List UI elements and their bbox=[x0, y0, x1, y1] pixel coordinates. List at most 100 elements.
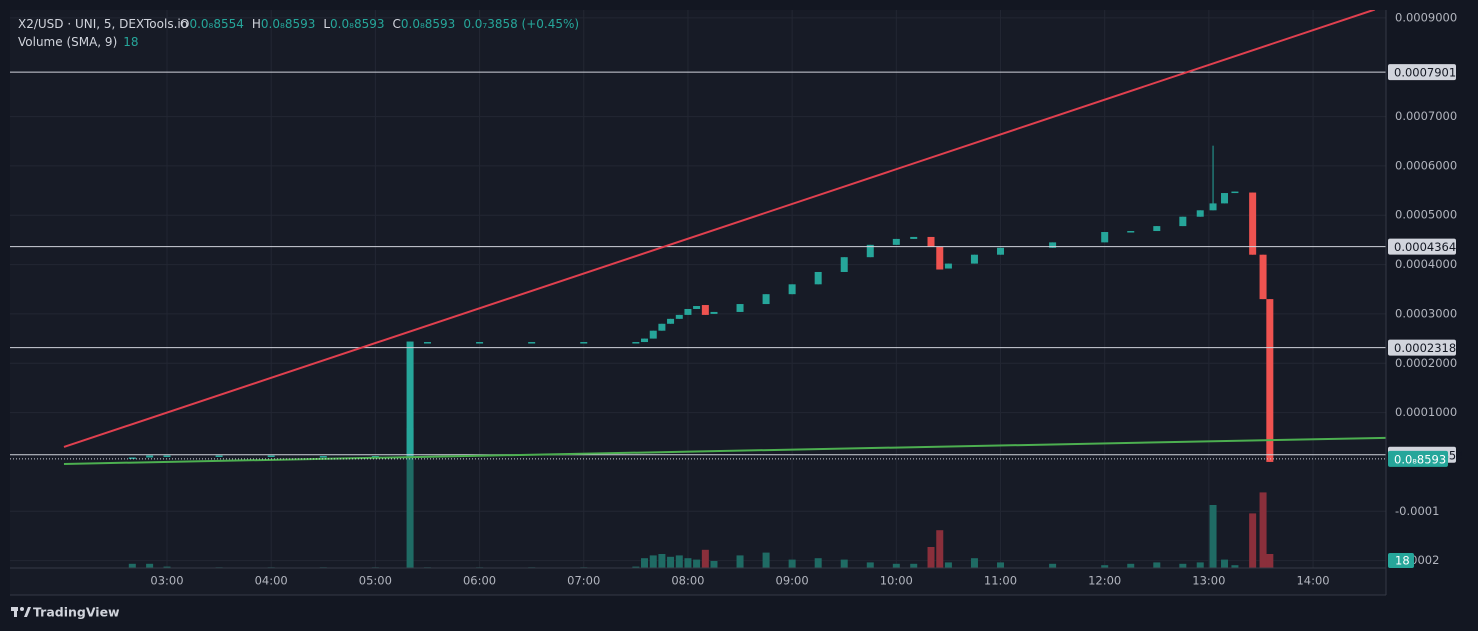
candle-body bbox=[580, 342, 588, 344]
candle-body bbox=[866, 244, 874, 258]
candle-body bbox=[936, 246, 944, 270]
volume-bar bbox=[667, 556, 675, 568]
candle-body bbox=[640, 338, 648, 343]
y-tick-label: 0.0005000 bbox=[1395, 208, 1457, 222]
candle-body bbox=[840, 257, 848, 272]
candle-body bbox=[1127, 231, 1135, 233]
volume-bar bbox=[128, 563, 136, 568]
volume-bar bbox=[146, 563, 154, 568]
candle-body bbox=[736, 304, 744, 312]
volume-bar bbox=[163, 566, 171, 568]
candle-body bbox=[319, 456, 327, 458]
volume-bar bbox=[736, 555, 744, 568]
candle-body bbox=[814, 271, 822, 285]
volume-bar bbox=[788, 559, 796, 568]
volume-bar bbox=[997, 562, 1005, 568]
volume-bar bbox=[693, 559, 701, 568]
candle-body bbox=[944, 263, 952, 269]
volume-legend: Volume (SMA, 9) 18 bbox=[18, 35, 139, 49]
volume-bar bbox=[1049, 563, 1057, 568]
volume-bar bbox=[1231, 565, 1239, 568]
candle-body bbox=[1221, 193, 1229, 204]
axes: 0.0009000 0.0007000 0.0006000 0.0005000 0.00… bbox=[150, 10, 1463, 587]
volume-bar bbox=[866, 562, 874, 568]
x-tick-label: 13:00 bbox=[1192, 574, 1225, 588]
candle-body bbox=[406, 341, 414, 457]
ohlc-value: 0.0₈8593 bbox=[261, 17, 315, 31]
candle-body bbox=[693, 306, 701, 309]
volume-bar bbox=[658, 554, 666, 568]
x-tick-label: 11:00 bbox=[984, 574, 1017, 588]
candle-body bbox=[675, 314, 683, 319]
y-tick-label: 0.0003000 bbox=[1395, 306, 1457, 320]
candle-body bbox=[667, 318, 675, 324]
volume-bar bbox=[814, 558, 822, 568]
volume-bar bbox=[710, 561, 718, 568]
candle-body bbox=[632, 342, 640, 344]
y-tick-label: 0.0009000 bbox=[1395, 10, 1457, 24]
volume-bar bbox=[762, 552, 770, 568]
candle-body bbox=[1101, 232, 1109, 243]
candle-body bbox=[970, 254, 978, 264]
y-tick-label: 0.0001000 bbox=[1395, 405, 1457, 419]
volume-bar bbox=[675, 555, 683, 568]
chart-panel bbox=[10, 10, 1386, 595]
ohlc-key: C bbox=[392, 17, 400, 31]
price-level-badge bbox=[1388, 339, 1456, 356]
candle-body bbox=[710, 311, 718, 314]
volume-bar bbox=[840, 559, 848, 568]
change: 0.0₇3858 (+0.45%) bbox=[463, 17, 579, 31]
volume-bar bbox=[632, 566, 640, 568]
last-price-badge bbox=[1388, 450, 1448, 467]
last-price-label: 0.0₈8593 bbox=[1394, 452, 1446, 466]
candle-body bbox=[528, 342, 536, 344]
y-tick-label: 0.0004000 bbox=[1395, 257, 1457, 271]
candle-body bbox=[476, 342, 484, 344]
price-level-badge bbox=[1388, 238, 1456, 255]
volume-bar bbox=[1196, 562, 1204, 568]
y-tick-label: 0.0002000 bbox=[1395, 356, 1457, 370]
y-tick-label: -0.0001 bbox=[1395, 504, 1439, 518]
candle-body bbox=[1259, 254, 1267, 300]
x-tick-label: 07:00 bbox=[567, 574, 600, 588]
candle-body bbox=[649, 330, 657, 339]
candle-body bbox=[371, 456, 379, 458]
volume-bar bbox=[1221, 559, 1229, 568]
volume-bar bbox=[649, 555, 657, 568]
volume-bar bbox=[936, 530, 944, 568]
volume-bar bbox=[944, 562, 952, 568]
brand: TradingView bbox=[33, 605, 120, 620]
volume-bar bbox=[1179, 563, 1187, 568]
y-tick-label: 0.0007000 bbox=[1395, 109, 1457, 123]
ohlc-value: 0.0₈8593 bbox=[330, 17, 384, 31]
volume-bar bbox=[1249, 513, 1257, 568]
ohlc-key: H bbox=[252, 17, 261, 31]
x-tick-label: 04:00 bbox=[255, 574, 288, 588]
candle-body bbox=[1153, 226, 1161, 232]
candle-body bbox=[146, 455, 154, 458]
volume-badge-label: 18 bbox=[1395, 554, 1410, 568]
candle-body bbox=[1231, 191, 1239, 194]
y-tick-label: 0.0006000 bbox=[1395, 158, 1457, 172]
ohlc-value: 0.0₈8593 bbox=[401, 17, 455, 31]
candle-body bbox=[1266, 299, 1274, 462]
price-level-label: 0.0002318 bbox=[1394, 341, 1456, 355]
price-level-label: 0.0007901 bbox=[1394, 66, 1456, 80]
volume-bar bbox=[684, 558, 692, 568]
volume-bar bbox=[927, 547, 935, 568]
x-tick-label: 09:00 bbox=[776, 574, 809, 588]
volume-bar bbox=[1209, 505, 1217, 568]
candle-body bbox=[128, 457, 136, 459]
x-tick-label: 06:00 bbox=[463, 574, 496, 588]
trendline bbox=[63, 10, 1376, 448]
volume-bar bbox=[406, 428, 414, 568]
volume-bar bbox=[1127, 563, 1135, 568]
candle-body bbox=[1209, 203, 1217, 211]
candle-body bbox=[658, 323, 666, 331]
volume-bar bbox=[701, 549, 709, 568]
volume-bar bbox=[640, 558, 648, 568]
x-tick-label: 03:00 bbox=[150, 574, 183, 588]
volume-bar bbox=[1266, 554, 1274, 568]
ohlc-key: O bbox=[180, 17, 189, 31]
